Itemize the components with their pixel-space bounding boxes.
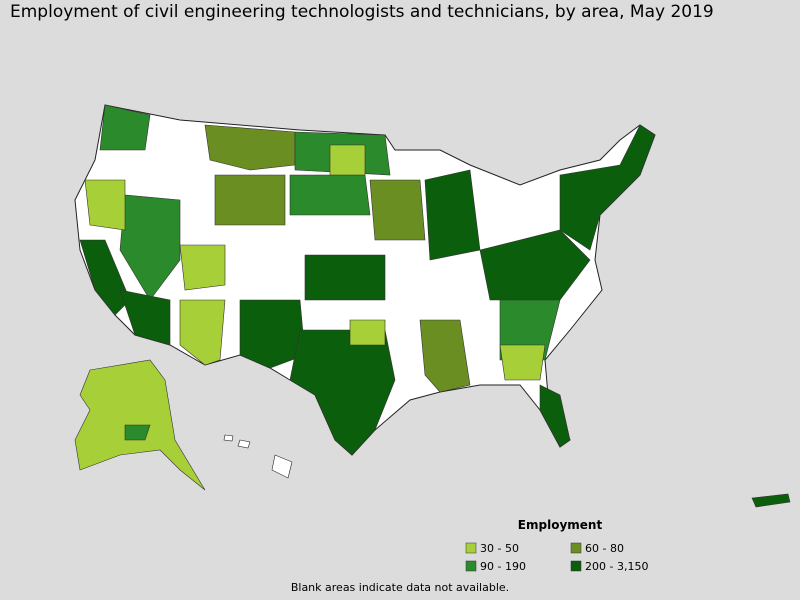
region	[179, 299, 226, 366]
legend-swatch	[465, 560, 477, 572]
legend-label: 30 - 50	[480, 542, 519, 555]
region	[559, 124, 656, 251]
region	[349, 319, 386, 346]
alaska-region	[124, 424, 151, 441]
region	[99, 104, 151, 151]
region	[499, 344, 546, 381]
region	[369, 179, 426, 241]
legend-title: Employment	[518, 518, 603, 532]
region	[84, 179, 126, 231]
region	[179, 244, 226, 291]
region	[119, 289, 171, 346]
footnote: Blank areas indicate data not available.	[291, 581, 509, 594]
legend-swatch	[465, 542, 477, 554]
puerto-rico	[751, 493, 791, 508]
hawaii-island	[223, 434, 234, 442]
region	[329, 144, 366, 176]
region	[204, 124, 296, 171]
region	[479, 229, 591, 301]
legend-label: 90 - 190	[480, 560, 526, 573]
map	[74, 104, 791, 508]
hawaii	[271, 454, 293, 479]
region	[424, 169, 481, 261]
region	[539, 384, 571, 448]
hawaii-island	[237, 439, 251, 449]
legend: 30 - 50 60 - 80 90 - 190 200 - 3,150	[465, 542, 648, 573]
title: Employment of civil engineering technolo…	[10, 2, 714, 22]
region	[419, 319, 471, 393]
region	[239, 299, 306, 369]
region	[119, 194, 181, 301]
region	[289, 329, 396, 456]
region	[79, 239, 131, 316]
legend-swatch	[570, 542, 582, 554]
region	[289, 174, 371, 216]
legend-swatch	[570, 560, 582, 572]
region	[214, 174, 286, 226]
legend-label: 200 - 3,150	[585, 560, 648, 573]
legend-label: 60 - 80	[585, 542, 624, 555]
region	[304, 254, 386, 301]
